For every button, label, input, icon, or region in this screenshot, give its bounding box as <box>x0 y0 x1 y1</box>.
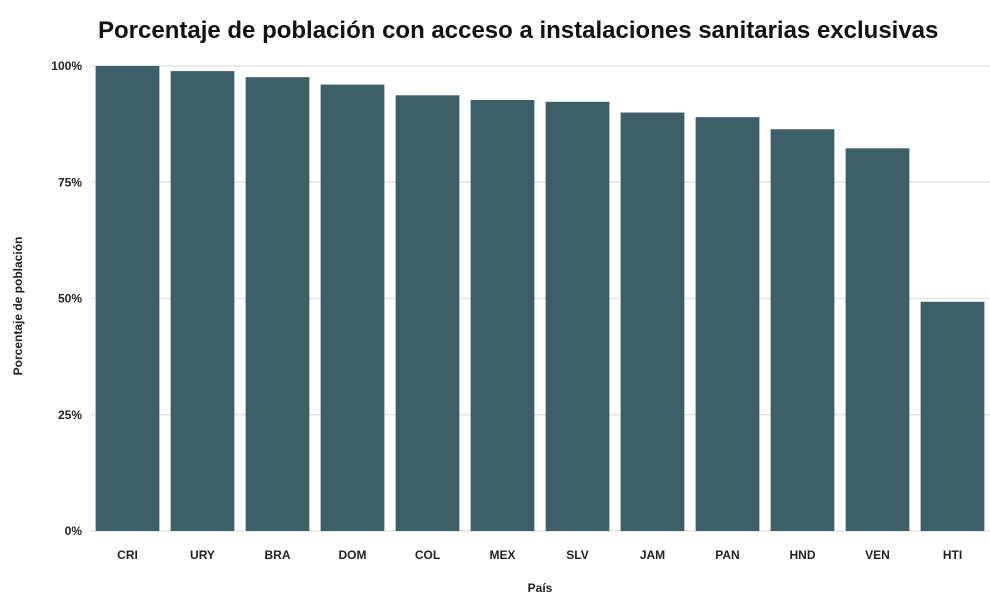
bar-hnd <box>770 129 835 532</box>
y-tick-label: 0% <box>65 524 83 538</box>
bar-dom <box>320 84 385 531</box>
bar-pan <box>695 117 760 532</box>
x-tick-label: URY <box>190 548 215 562</box>
x-tick-label: PAN <box>715 548 739 562</box>
bars <box>95 66 985 532</box>
bar-ven <box>845 148 910 531</box>
bar-bra <box>245 77 310 531</box>
bar-slv <box>545 101 610 532</box>
bar-mex <box>470 99 535 531</box>
x-axis-label: País <box>528 581 553 595</box>
y-tick-label: 75% <box>58 175 82 189</box>
y-axis-label: Porcentaje de población <box>11 237 25 376</box>
bar-ury <box>170 71 235 532</box>
x-axis-ticks: CRI URY BRA DOM COL MEX SLV JAM PAN HND VEN HTI <box>117 548 962 562</box>
y-tick-label: 100% <box>51 59 82 73</box>
x-tick-label: JAM <box>640 548 665 562</box>
x-tick-label: HND <box>790 548 816 562</box>
gridlines <box>90 65 990 532</box>
x-tick-label: CRI <box>117 548 138 562</box>
chart-title: Porcentaje de población con acceso a ins… <box>98 17 938 44</box>
bar-hti <box>920 301 985 531</box>
bar-col <box>395 95 460 532</box>
y-tick-label: 25% <box>58 408 82 422</box>
x-tick-label: SLV <box>566 548 588 562</box>
bar-cri <box>95 66 160 531</box>
x-tick-label: VEN <box>865 548 890 562</box>
y-tick-label: 50% <box>58 292 82 306</box>
x-tick-label: COL <box>415 548 440 562</box>
x-tick-label: DOM <box>339 548 367 562</box>
x-tick-label: BRA <box>265 548 291 562</box>
x-tick-label: HTI <box>943 548 962 562</box>
x-tick-label: MEX <box>489 548 515 562</box>
bar-jam <box>620 112 685 531</box>
y-axis-ticks: 0% 25% 50% 75% 100% <box>51 59 82 538</box>
